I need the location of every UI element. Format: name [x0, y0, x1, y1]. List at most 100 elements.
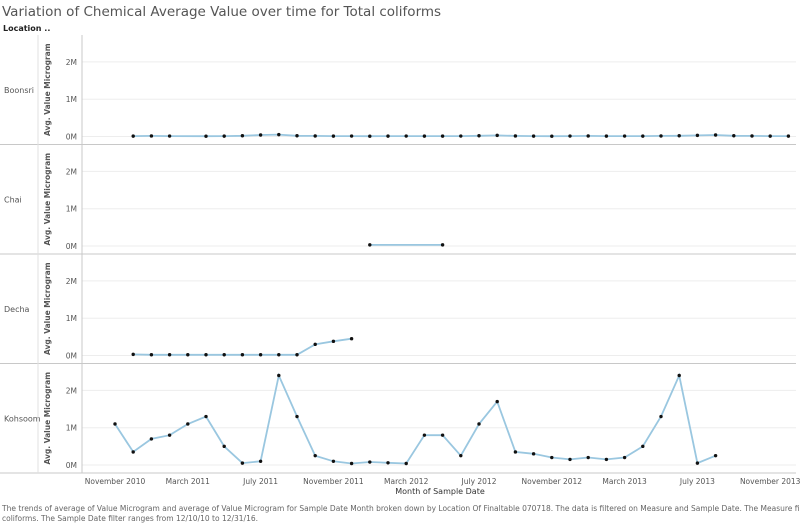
- row-header: Location ..: [3, 24, 50, 33]
- data-point: [422, 134, 427, 138]
- data-point: [659, 134, 663, 138]
- x-tick-label: March 2013: [602, 477, 647, 486]
- data-point: [313, 453, 317, 458]
- y-tick-label: 0M: [66, 133, 77, 142]
- data-point: [186, 422, 190, 426]
- data-point: [604, 134, 609, 138]
- data-point: [513, 450, 518, 454]
- data-point: [222, 134, 226, 138]
- data-point: [440, 433, 445, 437]
- x-axis-label: Month of Sample Date: [395, 487, 485, 496]
- data-point: [204, 353, 208, 357]
- panels: 0M 1M 2M Boonsri Avg. Value Microgram 0M 1M 2M C…: [0, 35, 796, 474]
- data-point: [258, 133, 263, 137]
- y-tick-label: 2M: [66, 386, 77, 395]
- data-point: [222, 353, 226, 357]
- data-point: [732, 134, 736, 138]
- y-axis-label: Avg. Value Microgram: [43, 262, 52, 355]
- panel-chai: 0M 1M 2M Chai Avg. Value Microgram: [0, 153, 796, 255]
- data-point: [713, 453, 718, 458]
- data-point: [368, 243, 372, 247]
- y-axis-label: Avg. Value Microgram: [43, 153, 52, 246]
- data-point: [240, 461, 245, 465]
- data-point: [368, 134, 372, 138]
- x-tick-label: July 2013: [679, 477, 715, 486]
- data-point: [331, 134, 336, 138]
- data-point: [240, 134, 245, 138]
- data-point: [659, 414, 663, 419]
- data-point: [386, 134, 390, 138]
- data-point: [677, 373, 681, 378]
- data-point: [477, 422, 481, 426]
- series-line-decha: [133, 337, 352, 356]
- y-tick-label: 0M: [66, 461, 77, 470]
- y-axis-label: Avg. Value Microgram: [43, 43, 52, 136]
- data-point: [531, 452, 536, 456]
- data-point: [186, 353, 190, 357]
- data-point: [404, 134, 408, 138]
- data-point: [349, 134, 354, 138]
- location-label: Kohsoom: [4, 414, 41, 423]
- data-point: [149, 353, 154, 357]
- data-point: [622, 134, 627, 138]
- x-tick-label: November 2012: [522, 477, 583, 486]
- data-point: [604, 457, 609, 462]
- data-point: [277, 373, 281, 378]
- data-point: [713, 133, 718, 137]
- x-tick-label: November 2011: [303, 477, 364, 486]
- y-tick-label: 1M: [66, 205, 77, 214]
- data-point: [440, 243, 445, 247]
- data-point: [368, 460, 372, 464]
- location-label: Decha: [4, 305, 30, 314]
- x-tick-label: March 2012: [384, 477, 429, 486]
- panel-boonsri: 0M 1M 2M Boonsri Avg. Value Microgram: [0, 43, 796, 145]
- data-point: [677, 134, 681, 138]
- data-point: [222, 444, 226, 449]
- data-point: [258, 459, 263, 463]
- y-tick-label: 2M: [66, 277, 77, 286]
- x-tick-label: November 2010: [85, 477, 146, 486]
- data-point: [331, 459, 336, 463]
- data-point: [149, 437, 154, 441]
- data-point: [768, 134, 772, 138]
- data-point: [258, 353, 263, 357]
- data-point: [586, 455, 590, 460]
- series-line-boonsri: [133, 133, 789, 138]
- y-tick-label: 0M: [66, 352, 77, 361]
- data-point: [131, 352, 135, 357]
- data-point: [277, 353, 281, 357]
- data-point: [313, 342, 317, 347]
- data-point: [495, 133, 499, 138]
- data-point: [131, 450, 135, 454]
- data-point: [641, 444, 645, 449]
- data-point: [695, 461, 700, 465]
- data-point: [568, 134, 572, 138]
- data-point: [550, 455, 554, 460]
- x-tick-label: November 2013: [740, 477, 800, 486]
- data-point: [331, 339, 336, 344]
- data-point: [550, 134, 554, 138]
- data-point: [295, 134, 299, 138]
- data-point: [349, 337, 354, 341]
- x-tick-label: July 2012: [461, 477, 497, 486]
- y-tick-label: 2M: [66, 58, 77, 67]
- data-point: [204, 134, 208, 138]
- x-tick-label: July 2011: [242, 477, 278, 486]
- x-axis: November 2010 March 2011 July 2011 November…: [85, 477, 800, 486]
- y-axis-label: Avg. Value Microgram: [43, 372, 52, 465]
- data-point: [240, 353, 245, 357]
- y-tick-label: 1M: [66, 314, 77, 323]
- data-point: [149, 134, 154, 138]
- y-tick-label: 1M: [66, 424, 77, 433]
- data-point: [477, 134, 481, 138]
- data-point: [440, 134, 445, 138]
- data-point: [422, 433, 427, 437]
- data-point: [131, 134, 135, 138]
- data-point: [277, 132, 281, 137]
- location-label: Chai: [4, 195, 22, 204]
- data-point: [295, 353, 299, 357]
- data-point: [641, 134, 645, 138]
- x-tick-label: March 2011: [166, 477, 211, 486]
- data-point: [349, 461, 354, 466]
